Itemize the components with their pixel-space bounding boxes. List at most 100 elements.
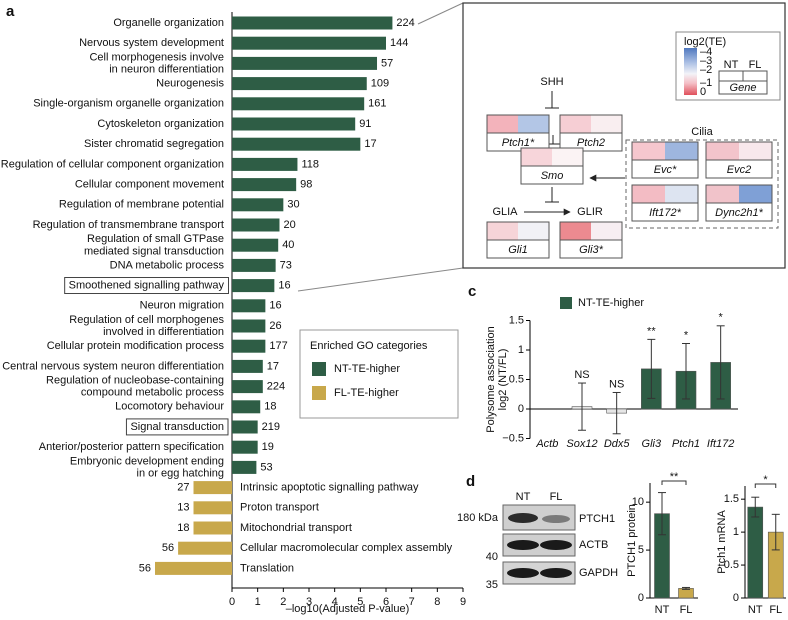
heat-cell-fl xyxy=(665,185,698,203)
bar xyxy=(232,218,280,232)
gene-box xyxy=(705,159,773,179)
significance: NS xyxy=(609,378,624,390)
significance: ** xyxy=(647,325,656,337)
lane-label: FL xyxy=(550,491,563,503)
heat-cell-fl xyxy=(591,115,622,133)
category-label: Cellular component movement xyxy=(75,179,224,191)
category-label: Mitochondrial transport xyxy=(240,522,352,534)
count-label: 177 xyxy=(269,340,287,352)
category-label: Regulation of small GTPase mediated signa… xyxy=(84,233,224,257)
count-label: 16 xyxy=(278,280,290,292)
x-tick-label: 5 xyxy=(357,596,363,608)
significance: * xyxy=(763,474,768,486)
highlight-box xyxy=(125,418,229,436)
connector xyxy=(417,2,464,25)
x-tick-label: NT xyxy=(655,604,670,616)
count-label: 17 xyxy=(267,360,279,372)
bar xyxy=(232,238,279,252)
category-label: Cellular protein modification process xyxy=(47,340,225,352)
marker-label: 180 kDa xyxy=(457,512,499,524)
x-tick-label: FL xyxy=(769,604,782,616)
count-label: 13 xyxy=(177,502,189,514)
bar xyxy=(232,420,258,434)
x-tick-label: FL xyxy=(680,604,693,616)
gene-label: Ptch2 xyxy=(577,137,605,149)
count-label: 219 xyxy=(262,421,280,433)
gene-label: Gli3* xyxy=(579,244,604,256)
x-tick-label: Gli3 xyxy=(642,438,662,450)
category-label: Regulation of cellular component organiz… xyxy=(1,158,224,170)
bar xyxy=(232,56,378,70)
bar xyxy=(232,400,261,414)
heat-cell-fl xyxy=(739,142,772,160)
bar xyxy=(232,77,367,91)
legend-swatch xyxy=(312,386,326,400)
bar xyxy=(232,339,266,353)
legend-swatch xyxy=(312,362,326,376)
y-axis-label: Polysome associationlog2 (NT/FL) xyxy=(485,326,509,432)
heat-cell-fl xyxy=(518,115,549,133)
gene-label: Evc* xyxy=(654,164,677,176)
legend-box xyxy=(299,329,459,419)
count-label: 224 xyxy=(267,381,285,393)
heat-cell-nt xyxy=(487,222,518,240)
gene-box xyxy=(559,239,623,259)
x-tick-label: Ddx5 xyxy=(604,438,631,450)
count-label: 19 xyxy=(262,441,274,453)
bar xyxy=(193,481,232,495)
gene-box xyxy=(705,202,773,222)
significance: * xyxy=(684,329,689,341)
activator-label: GLIA xyxy=(492,206,518,218)
cilia-label: Cilia xyxy=(691,126,713,138)
marker-label: 40 xyxy=(486,551,498,563)
category-label: DNA metabolic process xyxy=(110,259,225,271)
scale-label: 0 xyxy=(700,86,706,98)
gene-label: Gli1 xyxy=(508,244,528,256)
heat-legend-title: log2(TE) xyxy=(684,36,726,48)
bar xyxy=(232,279,275,293)
significance-bracket xyxy=(661,480,687,485)
count-label: 57 xyxy=(381,57,393,69)
count-label: 56 xyxy=(162,542,174,554)
x-tick-label: Ptch1 xyxy=(672,438,700,450)
bar xyxy=(232,117,356,131)
heat-cell-nt xyxy=(706,185,739,203)
bar xyxy=(232,460,257,474)
bar xyxy=(232,299,266,313)
heat-cell-nt xyxy=(706,142,739,160)
category-label: Locomotory behaviour xyxy=(115,401,224,413)
gene-label: Smo xyxy=(541,170,564,182)
x-tick-label: 4 xyxy=(332,596,338,608)
bar xyxy=(232,137,361,151)
heat-cell-nt xyxy=(560,115,591,133)
y-tick-label: 0.5 xyxy=(509,373,524,385)
x-tick-label: 1 xyxy=(255,596,261,608)
y-tick-label: 10 xyxy=(632,496,644,508)
y-tick-label: 1.5 xyxy=(724,493,739,505)
significance: ** xyxy=(670,471,679,483)
count-label: 26 xyxy=(269,320,281,332)
heat-cell-nt xyxy=(560,222,591,240)
heat-cell-fl xyxy=(552,148,583,166)
category-label: Regulation of transmembrane transport xyxy=(33,219,224,231)
y-tick-label: 1.5 xyxy=(509,314,524,326)
category-label: Cytoskeleton organization xyxy=(97,118,224,130)
protein-label: GAPDH xyxy=(579,567,618,579)
scale-label: –2 xyxy=(700,64,712,76)
signal-label: SHH xyxy=(540,76,563,88)
count-label: 161 xyxy=(368,98,386,110)
panel-label: a xyxy=(6,3,15,20)
category-label: Proton transport xyxy=(240,502,319,514)
column-label: FL xyxy=(749,59,762,71)
gene-label: Ptch1* xyxy=(502,137,535,149)
category-label: Neurogenesis xyxy=(156,78,224,90)
count-label: 118 xyxy=(301,158,319,170)
bar xyxy=(232,157,298,171)
significance-bracket xyxy=(754,483,777,488)
legend-label: NT-TE-higher xyxy=(578,297,644,309)
legend-swatch xyxy=(560,297,572,309)
lane-label: NT xyxy=(516,491,531,503)
category-label: Translation xyxy=(240,562,294,574)
heat-cell-nt xyxy=(521,148,552,166)
